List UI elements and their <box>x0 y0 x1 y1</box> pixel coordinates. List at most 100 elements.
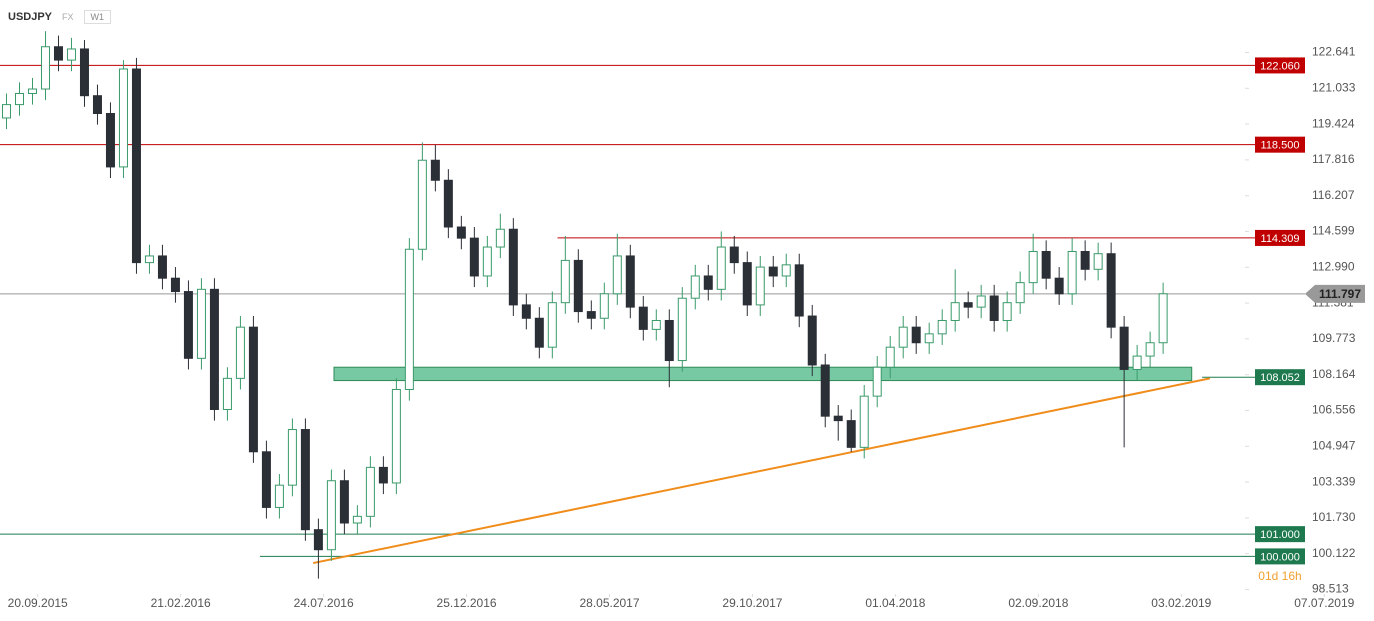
candle-body <box>1080 250 1090 270</box>
candle-body <box>417 159 427 250</box>
candle-body <box>196 288 206 359</box>
candle-body <box>235 326 245 379</box>
candle-body <box>1002 302 1012 321</box>
candle-body <box>40 46 50 90</box>
candle-body <box>469 237 479 277</box>
candle-body <box>924 333 934 344</box>
candle-body <box>833 415 843 422</box>
candle-body <box>690 275 700 299</box>
level-label: 118.500 <box>1261 140 1300 152</box>
candle-body <box>222 377 232 411</box>
candle-body <box>911 326 921 344</box>
candle-body <box>378 466 388 484</box>
level-label: 122.060 <box>1260 60 1300 72</box>
candle-body <box>729 246 739 264</box>
y-tick-label: 103.339 <box>1312 474 1356 488</box>
candle-body <box>352 515 362 524</box>
y-tick-label: 122.641 <box>1312 45 1356 59</box>
candle-body <box>638 306 648 330</box>
candle-body <box>144 255 154 264</box>
candle-body <box>898 326 908 348</box>
candle-body <box>118 68 128 168</box>
candle-body <box>339 480 349 524</box>
level-label: 108.052 <box>1260 372 1300 384</box>
candle-body <box>430 159 440 181</box>
header: USDJPY FX W1 <box>8 10 112 24</box>
candle-body <box>1067 250 1077 295</box>
candle-body <box>495 228 505 248</box>
market[interactable]: FX <box>62 12 74 22</box>
candle-body <box>976 295 986 308</box>
level-tag <box>1255 369 1305 386</box>
candle-body <box>963 302 973 308</box>
candle-body <box>170 277 180 293</box>
y-tick-label: 106.556 <box>1312 403 1356 417</box>
candle-body <box>1028 250 1038 284</box>
candle-body <box>820 364 830 417</box>
candle-body <box>560 259 570 304</box>
candle-body <box>664 319 674 362</box>
candle-body <box>677 297 687 362</box>
candle-body <box>1106 253 1116 328</box>
level-tag <box>1255 57 1305 74</box>
symbol[interactable]: USDJPY <box>8 11 53 23</box>
y-tick-label: 119.424 <box>1312 116 1355 130</box>
y-tick-label: 112.990 <box>1312 259 1355 273</box>
last-price-tag <box>1305 284 1365 303</box>
candle-body <box>651 319 661 330</box>
x-tick-label: 02.09.2018 <box>1008 596 1068 610</box>
candle-body <box>105 113 115 168</box>
candle-body <box>716 246 726 290</box>
candle-body <box>599 293 609 319</box>
candle-body <box>456 226 466 239</box>
level-label: 101.000 <box>1260 529 1300 541</box>
level-label: 114.309 <box>1261 233 1300 245</box>
candle-body <box>859 395 869 448</box>
candle-body <box>1 104 11 119</box>
candle-body <box>703 275 713 290</box>
candle-body <box>508 228 518 306</box>
x-tick-label: 28.05.2017 <box>579 596 639 610</box>
candle-body <box>1145 342 1155 357</box>
candle-body <box>274 484 284 508</box>
candle-body <box>547 302 557 348</box>
y-tick-label: 117.816 <box>1312 152 1355 166</box>
candle-body <box>1054 277 1064 295</box>
y-tick-label: 100.122 <box>1312 546 1356 560</box>
candle-body <box>1093 253 1103 270</box>
candle-body <box>742 262 752 306</box>
candle-body <box>625 255 635 308</box>
candle-body <box>989 295 999 321</box>
candle-body <box>1158 293 1168 344</box>
candle-body <box>300 429 310 531</box>
candle-body <box>1119 326 1129 370</box>
candle-body <box>586 311 596 319</box>
candle-body <box>443 179 453 228</box>
x-tick-label: 29.10.2017 <box>722 596 782 610</box>
x-tick-label: 25.12.2016 <box>437 596 497 610</box>
last-price-label: 111.797 <box>1319 287 1361 301</box>
candle-body <box>1041 250 1051 279</box>
y-tick-label: 121.033 <box>1312 80 1356 94</box>
candle-body <box>261 451 271 508</box>
candle-body <box>79 48 89 97</box>
x-tick-label: 20.09.2015 <box>8 596 68 610</box>
candle-body <box>287 429 297 486</box>
candle-body <box>66 48 76 61</box>
y-tick-label: 101.730 <box>1312 510 1356 524</box>
y-tick-label: 104.947 <box>1312 438 1356 452</box>
candle-body <box>781 264 791 277</box>
y-tick-label: 109.773 <box>1312 331 1356 345</box>
candle-body <box>755 266 765 306</box>
candle-body <box>794 264 804 317</box>
candle-body <box>404 248 414 390</box>
candle-body <box>1015 282 1025 304</box>
candle-body <box>209 288 219 411</box>
candle-body <box>92 95 102 115</box>
countdown: 01d 16h <box>1258 569 1301 583</box>
candle-body <box>872 366 882 397</box>
timeframe[interactable]: W1 <box>83 10 112 24</box>
candle-body <box>573 259 583 313</box>
